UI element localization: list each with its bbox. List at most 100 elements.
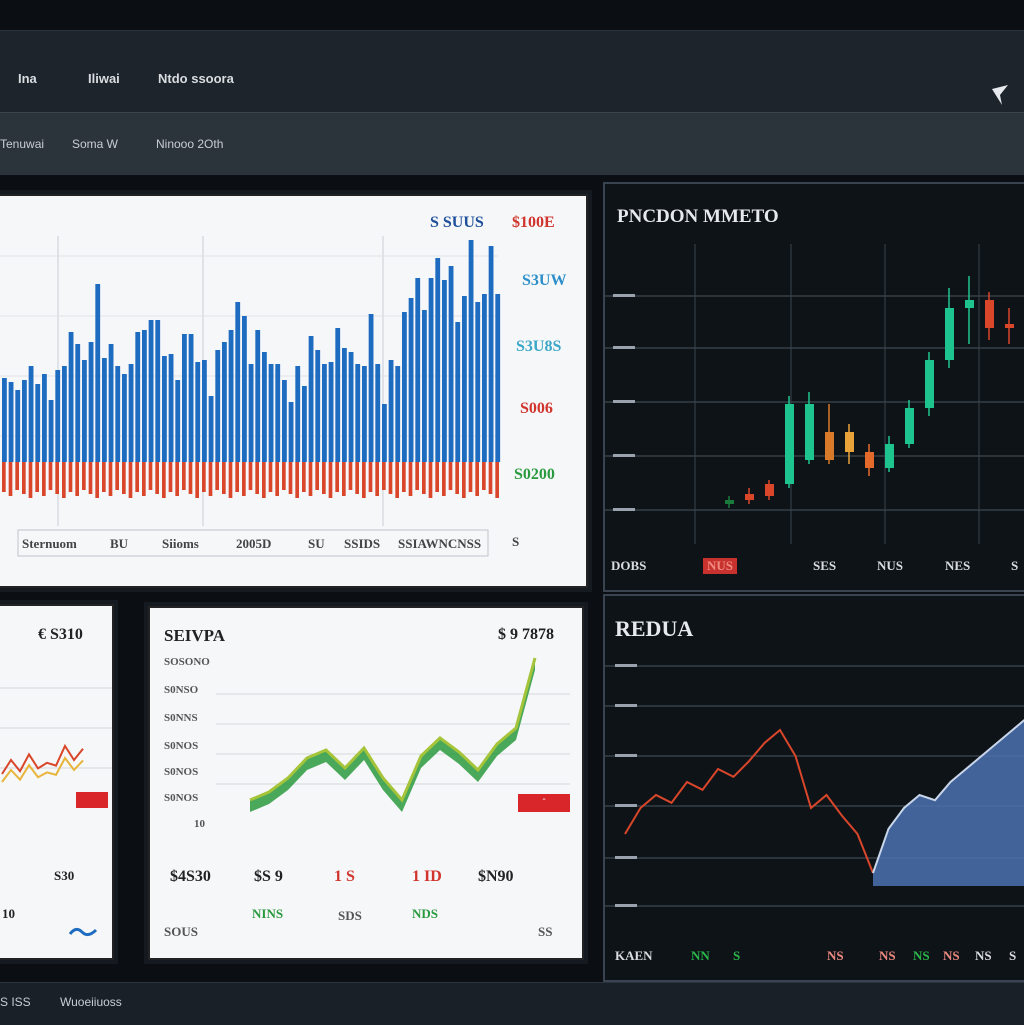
mid-footer-item: NINS (252, 906, 284, 921)
nav-item-3[interactable]: Ntdo ssoora (158, 71, 234, 86)
candle-x-label: S (1011, 558, 1019, 573)
candle (745, 494, 754, 500)
bar (302, 386, 307, 462)
bar (242, 462, 246, 496)
mid-footer-item: SOUS (164, 924, 198, 939)
main-bar-chart-panel: S SUUS $100E S3UW S3U8S S006 S0200 Stern… (0, 194, 588, 588)
x-label: Siioms (162, 536, 199, 551)
small-line-chart (0, 687, 112, 808)
bar (202, 462, 206, 492)
area-chart (605, 664, 1024, 907)
y-tick (613, 508, 635, 511)
bar (55, 462, 59, 494)
middle-panel-value: $ 9 7878 (498, 626, 554, 643)
bottom-panel-title: REDUA (615, 616, 694, 641)
bar (455, 322, 461, 462)
candlestick-panel: PNCDON MMETO DOBS NUS SES NUS NES S (603, 182, 1024, 592)
line-area (250, 658, 535, 812)
x-label: Sternuom (22, 536, 77, 551)
bar (335, 462, 339, 492)
bar (235, 302, 241, 462)
middle-line-panel: SEIVPA $ 9 7878 SOSONO S0NSO S0NNS S0NOS… (148, 606, 584, 960)
bar (28, 366, 34, 462)
bar (128, 364, 134, 462)
bar (388, 360, 394, 462)
bar (182, 462, 186, 490)
bar (475, 462, 479, 496)
bar (248, 364, 254, 462)
bar (368, 314, 374, 462)
bar (402, 462, 406, 492)
right-label: S3U8S (516, 338, 562, 355)
bar (402, 312, 407, 462)
subnav-item-3[interactable]: Ninooo 2Oth (156, 137, 224, 151)
line-series (1, 743, 84, 775)
bar (295, 366, 301, 462)
mid-y-tail: 10 (194, 818, 205, 830)
mid-stat: 1 S (334, 868, 355, 885)
bar (255, 462, 259, 494)
bar (228, 330, 234, 462)
candle-panel-title: PNCDON MMETO (617, 206, 779, 227)
bar (422, 462, 426, 494)
small-panel-bottom-value: S30 (54, 868, 75, 883)
bar (495, 462, 499, 498)
bar (448, 462, 453, 490)
line-series (872, 719, 1024, 874)
bar (368, 462, 373, 492)
bar (115, 462, 119, 490)
bar (155, 320, 161, 462)
bar (342, 462, 346, 496)
bar (408, 462, 413, 496)
bar (382, 404, 387, 462)
bar (88, 462, 93, 494)
candle (785, 404, 794, 484)
bar (355, 364, 361, 462)
bar (8, 462, 13, 496)
subnav-item-1[interactable]: Tenuwai (0, 137, 45, 151)
bar (375, 364, 381, 462)
nav-item-1[interactable]: Ina (18, 71, 37, 86)
bar (442, 462, 446, 496)
nav-item-2[interactable]: Iliwai (88, 71, 120, 86)
bar (348, 462, 353, 490)
line-series (624, 728, 874, 874)
candle (825, 432, 834, 460)
candle-x-label: NUS (877, 558, 904, 573)
mid-y-label: S0NOS (164, 766, 199, 778)
bar (282, 462, 286, 490)
bar (362, 366, 367, 462)
bar (222, 342, 227, 462)
middle-line-chart (216, 657, 570, 812)
bar (282, 380, 287, 462)
x-label: SSIDS (344, 536, 381, 551)
candle (1005, 324, 1014, 328)
wave-icon (68, 927, 98, 937)
bar (42, 462, 46, 496)
cursor-icon[interactable] (988, 83, 1012, 107)
bar (322, 462, 326, 494)
bar (148, 320, 154, 462)
bar (328, 362, 334, 462)
area-x-label: NS (913, 948, 930, 963)
mid-y-label: SOSONO (164, 656, 210, 668)
bar (395, 366, 401, 462)
bar (288, 462, 293, 494)
bar (162, 462, 166, 498)
bar (395, 462, 399, 498)
bar (155, 462, 159, 494)
bar (442, 280, 447, 462)
bar (375, 462, 379, 496)
bar (135, 332, 141, 462)
candle (845, 432, 854, 452)
bar (428, 278, 434, 462)
footer-item: S ISS (0, 995, 31, 1009)
mid-stat: $N90 (478, 868, 514, 885)
bar (48, 462, 53, 490)
bar (202, 360, 207, 462)
bar (482, 462, 486, 490)
subnav-item-2[interactable]: Soma W (72, 137, 119, 151)
bottom-right-panel: REDUA KAEN NN S NS NS NS NS NS S (603, 594, 1024, 982)
candlestick-chart (605, 244, 1024, 544)
area-x-label: NS (827, 948, 844, 963)
